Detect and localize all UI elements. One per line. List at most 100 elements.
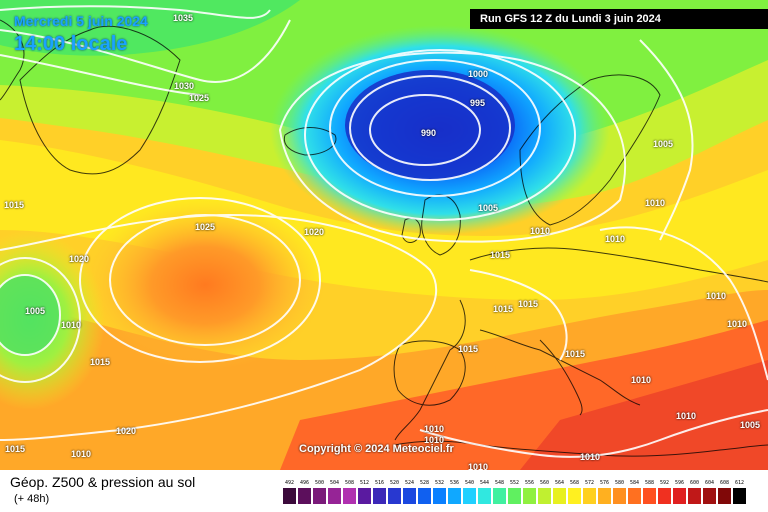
legend-swatch <box>418 488 431 504</box>
legend-swatch <box>298 488 311 504</box>
legend-label: 536 <box>449 480 460 486</box>
legend-swatch <box>628 488 641 504</box>
isobar-label: 990 <box>421 128 437 138</box>
legend-label: 512 <box>359 480 370 486</box>
isobar-label: 1020 <box>69 254 90 264</box>
legend-swatch <box>688 488 701 504</box>
iceland-coast <box>283 127 337 156</box>
z500-yellow-mid <box>0 140 768 300</box>
isobar-label: 1010 <box>580 452 601 462</box>
legend-swatch <box>718 488 731 504</box>
isobar-label: 1015 <box>493 304 514 314</box>
isobar-label: 1010 <box>530 226 551 236</box>
iberia-coast <box>393 340 466 406</box>
isobar-label: 1010 <box>468 462 489 472</box>
isobar-label: 1035 <box>173 13 194 23</box>
isobar-label: 1020 <box>116 426 137 436</box>
legend-swatch <box>523 488 536 504</box>
legend-swatch <box>583 488 596 504</box>
legend-label: 528 <box>419 480 430 486</box>
legend-label: 532 <box>434 480 445 486</box>
legend-swatch <box>673 488 686 504</box>
isobar-1025-high <box>79 197 321 363</box>
isobar-label: 1010 <box>706 291 727 301</box>
isobar-label: 1005 <box>740 420 761 430</box>
legend-label: 540 <box>464 480 475 486</box>
scandinavia-coast <box>519 74 661 226</box>
legend-label: 504 <box>329 480 340 486</box>
isobar-label: 1010 <box>424 435 445 445</box>
isobar-label: 1010 <box>631 375 652 385</box>
footer: Géop. Z500 & pression au sol (+ 48h) 492… <box>0 470 768 512</box>
legend-label: 556 <box>524 480 535 486</box>
forecast-time: 14:00 locale <box>14 33 128 55</box>
isobar-label: 1030 <box>174 81 195 91</box>
legend-swatch <box>433 488 446 504</box>
isobar-label: 1015 <box>490 250 511 260</box>
legend-swatch <box>643 488 656 504</box>
legend-label: 516 <box>374 480 385 486</box>
legend-label: 576 <box>599 480 610 486</box>
italy-coast <box>539 339 583 416</box>
legend-label: 584 <box>629 480 640 486</box>
legend-swatch <box>448 488 461 504</box>
legend-label: 524 <box>404 480 415 486</box>
isobar-1005-low <box>304 49 576 221</box>
legend-label: 600 <box>689 480 700 486</box>
legend-label: 500 <box>314 480 325 486</box>
isobar-label: 1025 <box>189 93 210 103</box>
legend-label: 520 <box>389 480 400 486</box>
legend-swatch <box>403 488 416 504</box>
legend-swatch <box>658 488 671 504</box>
canada-coast <box>0 19 25 101</box>
legend-swatch <box>358 488 371 504</box>
legend-label: 560 <box>539 480 550 486</box>
isobar-label: 1005 <box>25 306 46 316</box>
legend-swatch <box>598 488 611 504</box>
isobar-1000 <box>329 59 541 197</box>
isobar-label: 1010 <box>727 319 748 329</box>
legend-swatch <box>613 488 626 504</box>
isobar-label: 1015 <box>4 200 25 210</box>
isobar-label: 1015 <box>458 344 479 354</box>
legend-swatch <box>313 488 326 504</box>
legend-label: 608 <box>719 480 730 486</box>
greenland-coast <box>19 25 181 175</box>
europe-coast <box>394 247 768 441</box>
isobar-label: 1010 <box>61 320 82 330</box>
z500-high-core <box>85 200 325 370</box>
isobar-1005-west <box>0 274 61 356</box>
legend-label: 596 <box>674 480 685 486</box>
legend-label: 564 <box>554 480 565 486</box>
legend-label: 548 <box>494 480 505 486</box>
legend-label: 604 <box>704 480 715 486</box>
legend-swatch <box>343 488 356 504</box>
legend-swatch <box>328 488 341 504</box>
legend-swatch <box>568 488 581 504</box>
weather-map <box>0 0 768 470</box>
forecast-horizon: (+ 48h) <box>14 493 50 505</box>
isobar-1015-europe <box>469 269 568 361</box>
isobar-1005-east <box>639 39 694 241</box>
british-isles-coast <box>421 194 461 256</box>
isobar-1010-east <box>599 226 768 381</box>
forecast-date: Mercredi 5 juin 2024 <box>14 13 148 29</box>
legend-label: 492 <box>284 480 295 486</box>
copyright-label: Copyright © 2024 Meteociel.fr <box>299 443 454 455</box>
legend-label: 592 <box>659 480 670 486</box>
field-title: Géop. Z500 & pression au sol <box>10 474 196 490</box>
legend-label: 496 <box>299 480 310 486</box>
legend-swatch <box>508 488 521 504</box>
isobar-1035-arctic <box>0 5 271 19</box>
isobar-label: 1005 <box>478 203 499 213</box>
legend-swatch <box>388 488 401 504</box>
legend-swatch <box>703 488 716 504</box>
isobar-1010-south <box>419 409 768 458</box>
legend-swatch <box>538 488 551 504</box>
isobar-label: 1020 <box>304 227 325 237</box>
isobar-1010-west <box>0 257 81 383</box>
legend-swatch <box>463 488 476 504</box>
isobar-label: 1010 <box>424 424 445 434</box>
isobar-1020-wide <box>0 213 438 441</box>
isobar-label: 995 <box>470 98 486 108</box>
